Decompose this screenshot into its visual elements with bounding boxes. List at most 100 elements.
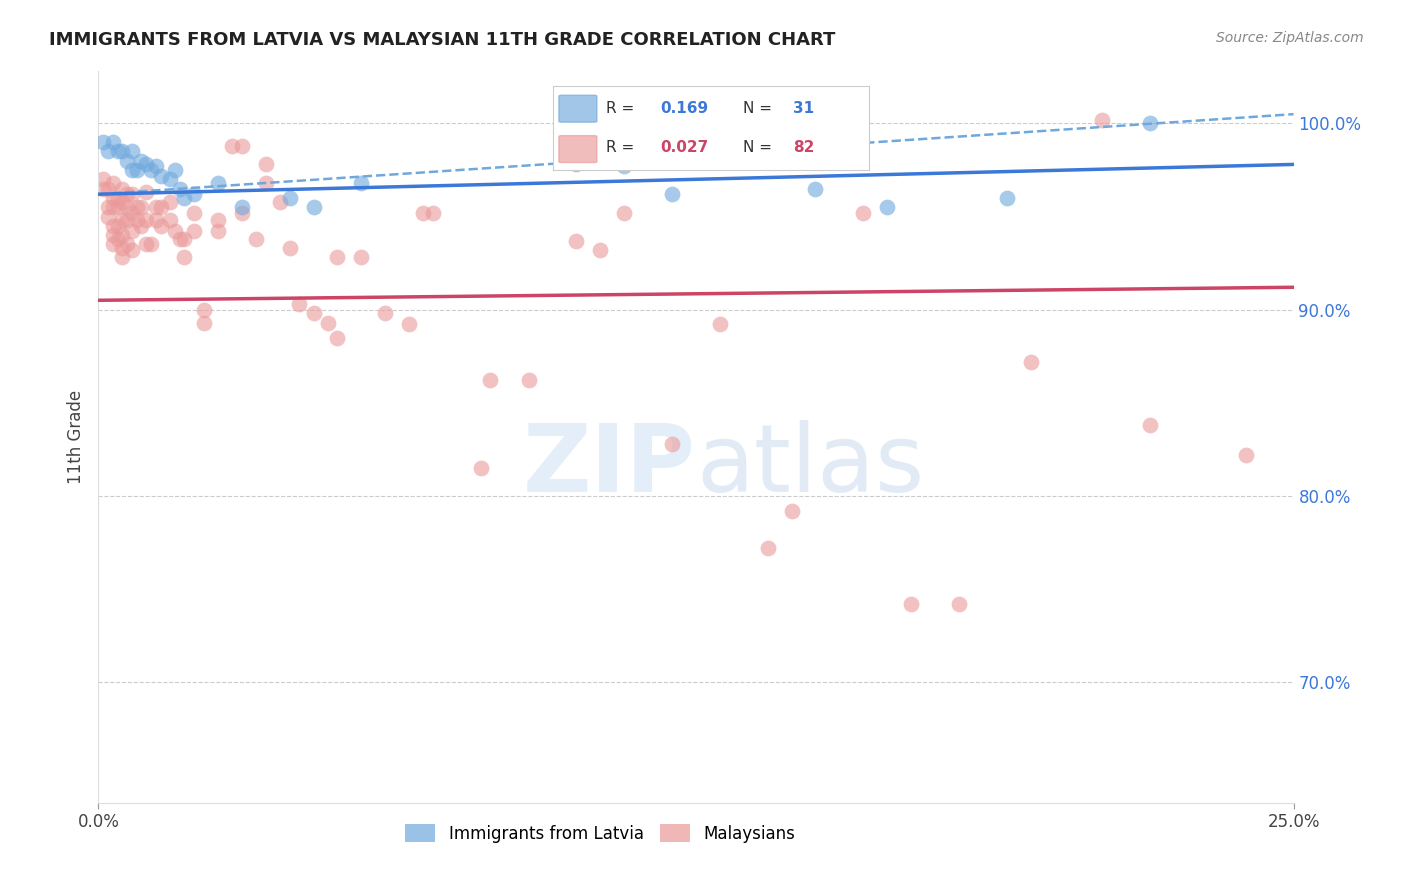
Point: [111, 241, 134, 255]
Point: [107, 200, 129, 214]
Point: [613, 159, 636, 173]
Point: [221, 138, 243, 153]
Point: [107, 219, 129, 233]
Point: [111, 228, 134, 243]
Point: [101, 228, 124, 243]
Point: [111, 194, 134, 209]
Point: [121, 224, 143, 238]
Point: [302, 200, 325, 214]
Point: [254, 176, 277, 190]
Point: [193, 316, 215, 330]
Point: [326, 251, 349, 265]
Point: [163, 224, 186, 238]
Point: [115, 213, 138, 227]
Point: [107, 145, 129, 159]
Point: [374, 306, 396, 320]
Point: [101, 176, 124, 190]
Point: [709, 318, 731, 332]
Point: [231, 206, 253, 220]
Point: [565, 234, 588, 248]
Point: [149, 200, 172, 214]
Text: Source: ZipAtlas.com: Source: ZipAtlas.com: [1216, 31, 1364, 45]
Point: [131, 219, 153, 233]
Point: [412, 206, 434, 220]
Point: [207, 213, 229, 227]
Point: [115, 153, 138, 168]
Point: [121, 145, 143, 159]
Point: [1019, 354, 1042, 368]
Point: [173, 232, 195, 246]
Point: [756, 541, 779, 555]
Point: [91, 135, 114, 149]
Point: [661, 436, 683, 450]
Point: [101, 219, 124, 233]
Point: [131, 200, 153, 214]
Point: [804, 120, 827, 135]
Point: [254, 157, 277, 171]
Text: IMMIGRANTS FROM LATVIA VS MALAYSIAN 11TH GRADE CORRELATION CHART: IMMIGRANTS FROM LATVIA VS MALAYSIAN 11TH…: [49, 31, 835, 49]
Point: [139, 163, 162, 178]
Point: [173, 191, 195, 205]
Point: [288, 297, 311, 311]
Point: [422, 206, 444, 220]
Point: [326, 330, 349, 344]
Point: [517, 373, 540, 387]
Point: [169, 232, 191, 246]
Point: [269, 194, 291, 209]
Point: [876, 200, 898, 214]
Point: [91, 181, 114, 195]
Point: [159, 172, 181, 186]
Point: [207, 224, 229, 238]
Point: [1139, 417, 1161, 432]
Point: [350, 176, 373, 190]
Point: [145, 200, 167, 214]
Point: [183, 224, 205, 238]
Point: [780, 503, 803, 517]
Point: [111, 145, 134, 159]
Point: [107, 191, 129, 205]
Point: [1091, 112, 1114, 127]
Point: [183, 187, 205, 202]
Point: [479, 373, 502, 387]
Point: [613, 206, 636, 220]
Point: [948, 597, 970, 611]
Point: [101, 200, 124, 214]
Point: [661, 187, 683, 202]
Legend: Immigrants from Latvia, Malaysians: Immigrants from Latvia, Malaysians: [398, 818, 803, 849]
Point: [169, 181, 191, 195]
Point: [97, 181, 120, 195]
Point: [183, 206, 205, 220]
Point: [111, 181, 134, 195]
Point: [470, 460, 492, 475]
Point: [995, 191, 1018, 205]
Point: [125, 200, 148, 214]
Text: atlas: atlas: [696, 420, 924, 512]
Point: [101, 191, 124, 205]
Point: [1139, 116, 1161, 130]
Point: [115, 187, 138, 202]
Point: [804, 181, 827, 195]
Point: [149, 219, 172, 233]
Point: [97, 200, 120, 214]
Y-axis label: 11th Grade: 11th Grade: [66, 390, 84, 484]
Point: [125, 213, 148, 227]
Point: [145, 159, 167, 173]
Point: [149, 169, 172, 183]
Point: [97, 145, 120, 159]
Point: [121, 243, 143, 257]
Point: [302, 306, 325, 320]
Point: [278, 241, 301, 255]
Point: [145, 213, 167, 227]
Point: [131, 153, 153, 168]
Point: [900, 597, 922, 611]
Point: [135, 237, 157, 252]
Point: [231, 200, 253, 214]
Point: [121, 187, 143, 202]
Point: [107, 232, 129, 246]
Point: [159, 213, 181, 227]
Point: [135, 213, 157, 227]
Point: [1234, 448, 1257, 462]
Point: [852, 206, 875, 220]
Point: [125, 163, 148, 178]
Point: [398, 318, 420, 332]
